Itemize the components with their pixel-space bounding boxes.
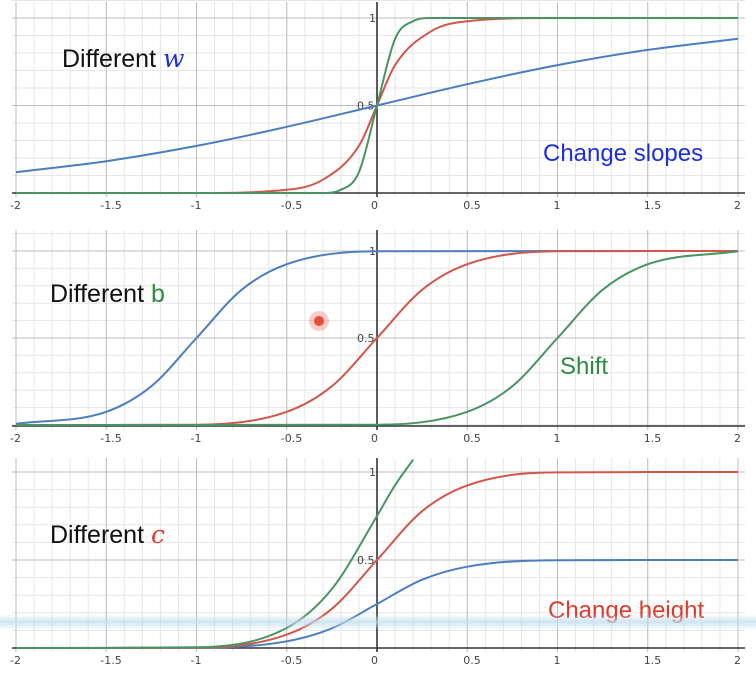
panel-title-text: Different [62, 45, 163, 73]
y-tick-label: 1 [369, 466, 376, 479]
x-tick-label: -1.5 [100, 654, 121, 667]
x-tick-label: -2 [10, 654, 21, 667]
panel-different-b: -2 -1.5 -1 -0.5 0 0.5 1 1.5 2 0.5 1 Different b Sh… [0, 228, 756, 456]
grid [12, 230, 745, 430]
y-tick-label: 1 [369, 12, 376, 25]
x-tick-label: 0 [371, 432, 378, 445]
panel-title-b: Different b [50, 280, 165, 309]
x-tick-label: -2 [10, 199, 21, 212]
x-tick-label: 0.5 [463, 654, 481, 667]
chart-different-w: -2 -1.5 -1 -0.5 0 0.5 1 1.5 20.51 [10, 0, 745, 212]
x-tick-label: 2 [734, 654, 741, 667]
x-tick-label: -1 [191, 199, 202, 212]
x-tick-label: 1.5 [644, 199, 662, 212]
x-tick-label: 0 [371, 654, 378, 667]
x-tick-label: 1 [554, 432, 561, 445]
annotation-change-height: Change height [548, 597, 705, 624]
panel-different-w: -2 -1.5 -1 -0.5 0 0.5 1 1.5 2 0.5 1 Different w Ch… [0, 0, 756, 228]
annotation-shift: Shift [560, 353, 609, 380]
x-tick-label: 1 [554, 654, 561, 667]
x-tick-label: 1 [554, 199, 561, 212]
x-tick-label: 2 [734, 199, 741, 212]
series-line-blue [15, 250, 739, 425]
x-tick-label: -1 [191, 432, 202, 445]
x-tick-label: 0.5 [463, 199, 481, 212]
x-tick-label: 0 [371, 199, 378, 212]
chart-different-c: -2 -1.5 -1 -0.5 0 0.5 1 1.5 2 0.5 1 [10, 458, 745, 667]
series-line-green [16, 16, 738, 195]
x-tick-label: 1.5 [644, 654, 662, 667]
panel-different-c: -2 -1.5 -1 -0.5 0 0.5 1 1.5 2 0.5 1 Different c Ch… [0, 456, 756, 682]
series-line-green [15, 250, 739, 426]
y-tick-label: 0.5 [357, 332, 375, 345]
x-tick-label: -1 [191, 654, 202, 667]
annotation-change-slopes: Change slopes [543, 140, 704, 167]
x-tick-label: -1.5 [100, 432, 121, 445]
x-tick-label: -2 [10, 432, 21, 445]
x-tick-label: -1.5 [100, 199, 121, 212]
series-line-green [15, 459, 414, 649]
x-tick-label: -0.5 [281, 199, 302, 212]
chart-different-b: -2 -1.5 -1 -0.5 0 0.5 1 1.5 20.51 [10, 230, 745, 445]
x-tick-label: 0.5 [463, 432, 481, 445]
cursor-pointer-icon [314, 316, 324, 326]
panel-title-text: Different [50, 521, 151, 549]
y-tick-label: 0.5 [357, 554, 375, 567]
variable-w: w [162, 44, 185, 73]
x-tick-label: 2 [734, 432, 741, 445]
grid [12, 0, 745, 197]
x-tick-label: 1.5 [644, 432, 662, 445]
panel-title-w: Different w [62, 44, 184, 74]
panel-title-c: Different c [50, 520, 165, 550]
variable-c: c [150, 520, 165, 549]
x-tick-label: -0.5 [281, 432, 302, 445]
x-tick-label: -0.5 [281, 654, 302, 667]
variable-b: b [150, 280, 165, 308]
panel-title-text: Different [50, 280, 151, 308]
